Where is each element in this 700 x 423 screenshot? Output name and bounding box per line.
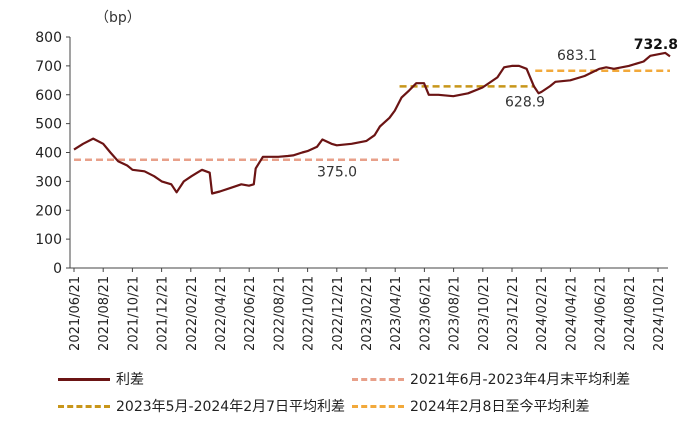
y-unit-label: （bp） — [95, 10, 141, 26]
x-tick-label: 2022/06/21 — [243, 276, 258, 351]
x-tick-label: 2022/02/21 — [185, 276, 200, 351]
x-tick-label: 2021/08/21 — [97, 276, 112, 351]
x-tick-label: 2023/10/21 — [477, 276, 492, 351]
x-tick-label: 2023/02/21 — [360, 276, 375, 351]
legend-label-avg-2023-2024: 2023年5月-2024年2月7日平均利差 — [116, 399, 346, 415]
x-tick-label: 2023/06/21 — [418, 276, 433, 351]
avg-label-2: 628.9 — [505, 94, 545, 110]
legend-swatch-spread — [58, 377, 110, 381]
x-tick-label: 2024/06/21 — [594, 276, 609, 351]
y-tick-label: 100 — [35, 232, 62, 248]
x-tick-label: 2021/12/21 — [156, 276, 171, 351]
legend-item-avg-2024-now: 2024年2月8日至今平均利差 — [352, 395, 589, 417]
legend-label-avg-2021-2023: 2021年6月-2023年4月末平均利差 — [410, 372, 631, 388]
legend-item-spread: 利差 — [58, 368, 144, 390]
x-tick-label: 2024/08/21 — [623, 276, 638, 351]
x-tick-label: 2023/04/21 — [389, 276, 404, 351]
legend-label-spread: 利差 — [116, 372, 144, 388]
avg-label-1: 375.0 — [317, 165, 357, 181]
x-tick-label: 2022/12/21 — [331, 276, 346, 351]
legend-item-avg-2023-2024: 2023年5月-2024年2月7日平均利差 — [58, 395, 345, 417]
x-tick-label: 2024/10/21 — [652, 276, 667, 351]
y-tick-label: 500 — [35, 117, 62, 133]
legend-label-avg-2024-now: 2024年2月8日至今平均利差 — [410, 399, 590, 415]
x-tick-label: 2021/10/21 — [126, 276, 141, 351]
x-tick-label: 2022/08/21 — [272, 276, 287, 351]
legend-swatch-avg-2024-now — [352, 404, 404, 408]
x-tick-label: 2024/02/21 — [535, 276, 550, 351]
legend-swatch-avg-2021-2023 — [352, 377, 404, 381]
x-tick-label: 2022/10/21 — [302, 276, 317, 351]
y-tick-label: 700 — [35, 59, 62, 75]
last-value-label: 732.8 — [634, 37, 678, 53]
y-tick-label: 200 — [35, 203, 62, 219]
legend-item-avg-2021-2023: 2021年6月-2023年4月末平均利差 — [352, 368, 630, 390]
y-tick-label: 800 — [35, 30, 62, 46]
x-tick-label: 2021/06/21 — [68, 276, 83, 351]
y-tick-label: 0 — [53, 261, 62, 277]
x-tick-label: 2023/08/21 — [448, 276, 463, 351]
y-tick-label: 600 — [35, 88, 62, 104]
legend: 利差 2021年6月-2023年4月末平均利差 2023年5月-2024年2月7… — [0, 366, 700, 423]
y-tick-label: 400 — [35, 146, 62, 162]
x-tick-label: 2023/12/21 — [506, 276, 521, 351]
x-tick-label: 2022/04/21 — [214, 276, 229, 351]
avg-label-3: 683.1 — [557, 48, 597, 64]
spread-line — [73, 51, 671, 195]
legend-swatch-avg-2023-2024 — [58, 404, 110, 408]
x-tick-label: 2024/04/21 — [564, 276, 579, 351]
y-tick-label: 300 — [35, 174, 62, 190]
